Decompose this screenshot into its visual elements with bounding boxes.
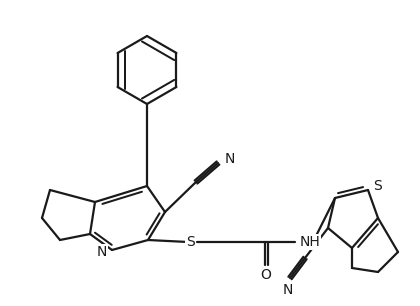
Text: N: N <box>97 245 107 259</box>
Text: O: O <box>260 268 271 282</box>
Text: S: S <box>186 235 194 249</box>
Text: N: N <box>283 283 293 297</box>
Text: N: N <box>225 152 235 166</box>
Text: S: S <box>373 179 382 193</box>
Text: NH: NH <box>300 235 321 249</box>
